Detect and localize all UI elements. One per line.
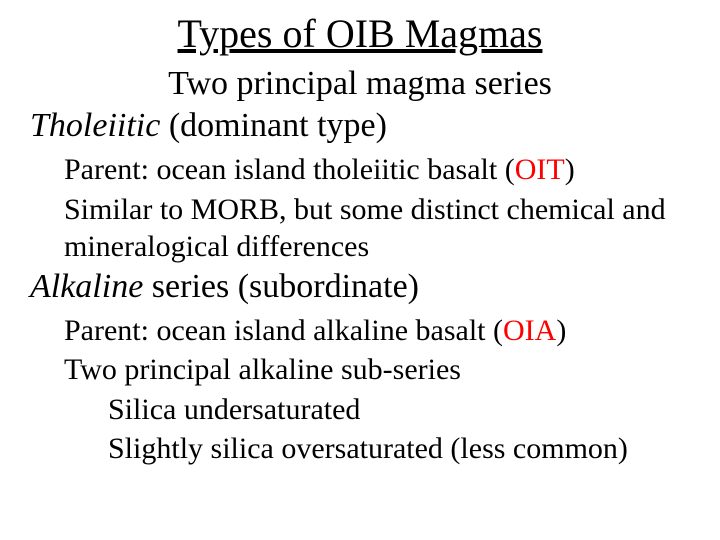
series-1-qualifier: (dominant type) <box>160 107 387 144</box>
series-2-sub2: Slightly silica oversaturated (less comm… <box>30 430 690 468</box>
series-1-parent-pre: Parent: ocean island tholeiitic basalt ( <box>64 153 515 186</box>
slide-title: Types of OIB Magmas <box>30 10 690 57</box>
series-2-parent-post: ) <box>556 314 566 347</box>
series-2-parent: Parent: ocean island alkaline basalt (OI… <box>30 312 690 350</box>
series-2-name: Alkaline <box>30 268 143 305</box>
series-1-parent-abbr: OIT <box>515 153 565 186</box>
series-2-qualifier: series (subordinate) <box>143 268 419 305</box>
series-1-parent: Parent: ocean island tholeiitic basalt (… <box>30 151 690 189</box>
series-2-parent-abbr: OIA <box>503 314 556 347</box>
series-2-heading: Alkaline series (subordinate) <box>30 268 690 306</box>
slide-content: Types of OIB Magmas Two principal magma … <box>0 0 720 480</box>
series-1-name: Tholeiitic <box>30 107 160 144</box>
series-1-heading: Tholeiitic (dominant type) <box>30 107 690 145</box>
series-2-sub1: Silica undersaturated <box>30 391 690 429</box>
series-2-sub-intro: Two principal alkaline sub-series <box>30 351 690 389</box>
series-2-sub2-main: Slightly silica oversaturated <box>108 432 450 465</box>
series-1-parent-post: ) <box>565 153 575 186</box>
series-2-parent-pre: Parent: ocean island alkaline basalt ( <box>64 314 503 347</box>
series-1-note: Similar to MORB, but some distinct chemi… <box>30 191 690 266</box>
series-2-sub2-paren: (less common) <box>450 432 627 465</box>
slide-subtitle: Two principal magma series <box>30 65 690 103</box>
